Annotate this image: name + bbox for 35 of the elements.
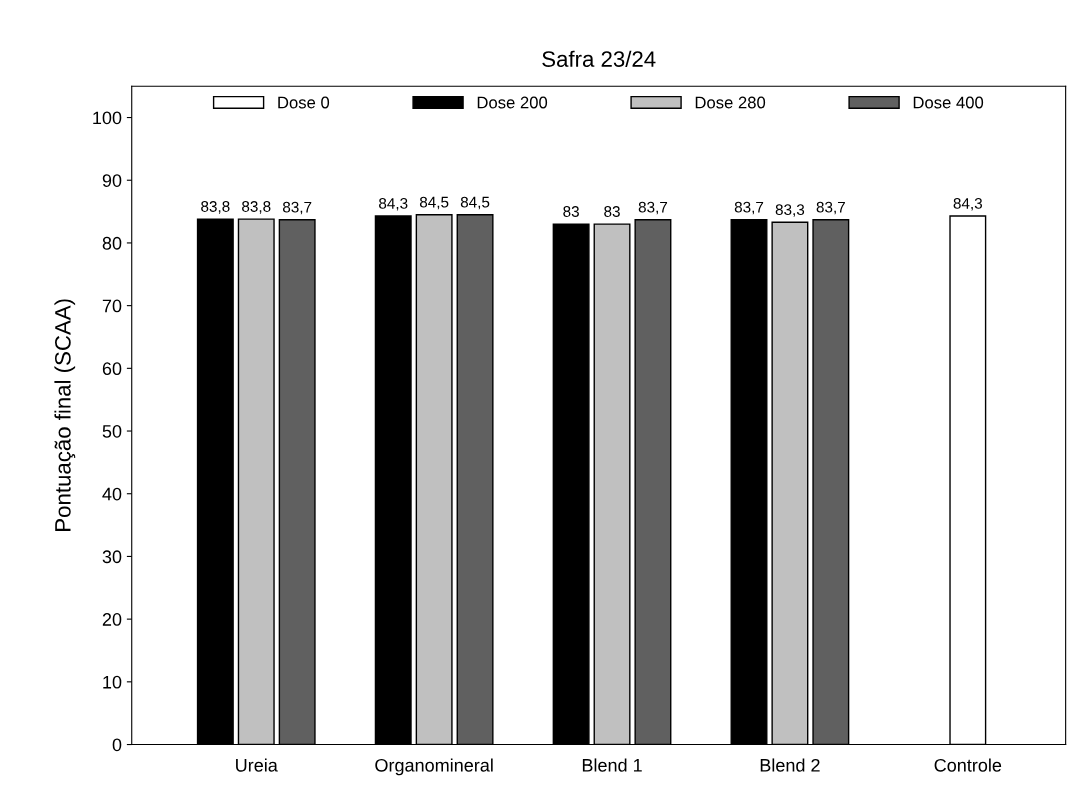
data-label: 83,7 xyxy=(816,201,845,215)
y-tick-label: 10 xyxy=(103,675,122,689)
chart-title: Safra 23/24 xyxy=(542,50,656,67)
y-tick-label: 0 xyxy=(112,738,122,752)
y-tick-label: 90 xyxy=(102,174,122,187)
y-tick-label: 100 xyxy=(93,111,122,125)
x-tick-label: Organomineral xyxy=(375,758,493,776)
y-tick-label: 70 xyxy=(102,299,122,313)
y-tick-label: 50 xyxy=(102,424,122,438)
legend-label: Dose 280 xyxy=(695,96,766,109)
x-tick-label: Blend 1 xyxy=(582,758,642,772)
data-label: 84,5 xyxy=(419,196,449,210)
legend-label: Dose 400 xyxy=(913,96,984,109)
x-tick-label: Controle xyxy=(934,758,1002,772)
y-tick-label: 40 xyxy=(102,487,122,501)
data-label: 84,3 xyxy=(953,197,982,211)
data-label: 83,7 xyxy=(638,201,668,215)
x-tick-label: Ureia xyxy=(236,758,278,772)
data-label: 83,8 xyxy=(201,201,230,214)
x-tick-label: Blend 2 xyxy=(760,758,820,772)
legend-label: Dose 0 xyxy=(278,96,330,109)
data-label: 83,3 xyxy=(775,204,805,217)
data-label: 83,8 xyxy=(242,201,271,214)
y-axis-title: Pontuação final (SCAA) xyxy=(54,299,76,531)
data-label: 83 xyxy=(604,206,620,217)
data-label: 83,7 xyxy=(734,201,764,215)
y-tick-label: 60 xyxy=(102,362,122,376)
y-tick-label: 30 xyxy=(102,550,122,564)
y-tick-label: 20 xyxy=(102,613,122,626)
legend-label: Dose 200 xyxy=(477,96,548,109)
y-tick-label: 80 xyxy=(102,236,122,250)
data-label: 84,5 xyxy=(460,196,490,210)
data-label: 84,3 xyxy=(379,197,408,211)
data-label: 83,7 xyxy=(282,201,312,215)
data-label: 83 xyxy=(563,206,579,217)
